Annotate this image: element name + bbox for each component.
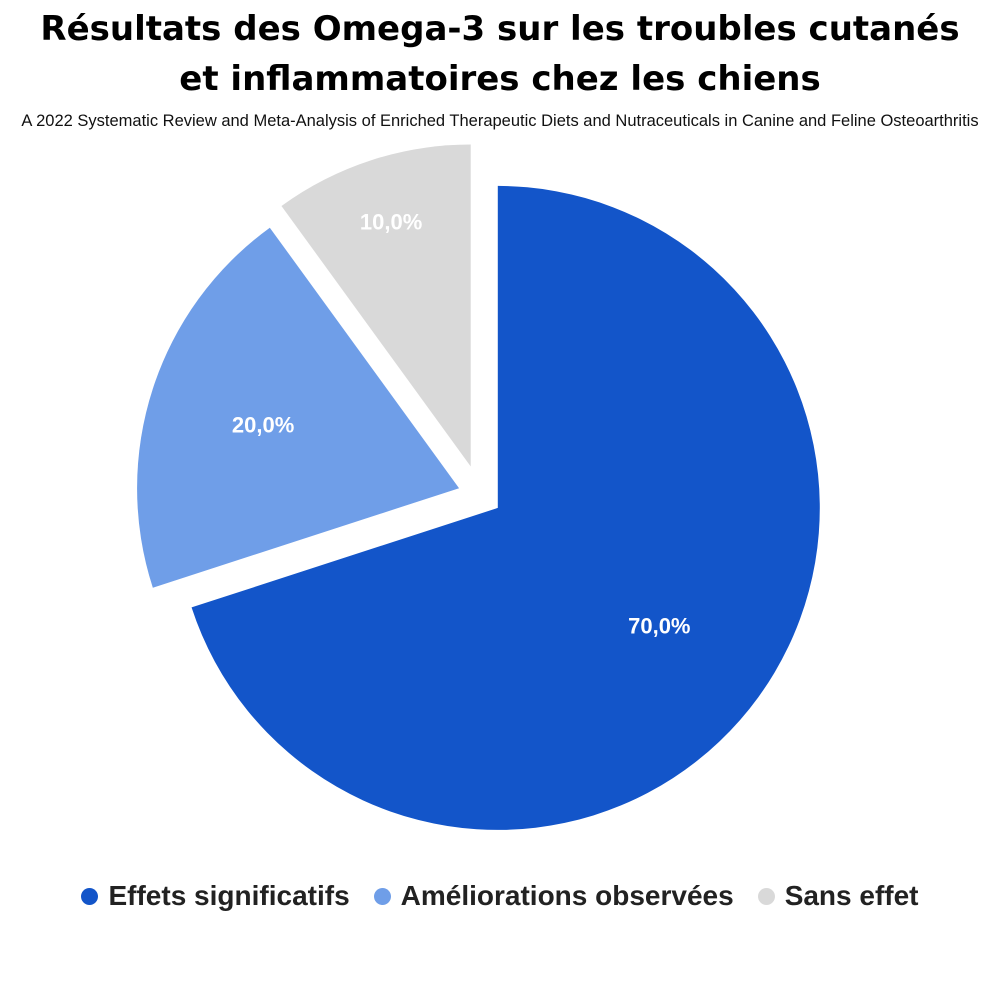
legend-swatch (757, 887, 775, 905)
legend: Effets significatifs Améliorations obser… (0, 880, 1000, 912)
legend-label: Améliorations observées (400, 880, 734, 911)
pie-slice-effets-significatifs (191, 185, 820, 830)
chart-subtitle: A 2022 Systematic Review and Meta-Analys… (21, 112, 979, 130)
legend-item-ameliorations-observees: Améliorations observées (373, 880, 734, 912)
legend-label: Sans effet (784, 880, 919, 911)
legend-swatch (373, 887, 391, 905)
data-label-effets-significatifs: 70,0% (628, 613, 690, 638)
data-label-sans-effet: 10,0% (360, 209, 422, 234)
pie-chart: 70,0% 20,0% 10,0% (137, 144, 820, 830)
pie-slice-sans-effet (281, 144, 471, 467)
pie-slice-ameliorations-observees (137, 227, 460, 588)
legend-label: Effets significatifs (108, 880, 350, 911)
legend-item-sans-effet: Sans effet (757, 880, 919, 912)
legend-swatch (81, 887, 99, 905)
chart-title: Résultats des Omega-3 sur les troubles c… (40, 9, 960, 99)
legend-item-effets-significatifs: Effets significatifs (81, 880, 350, 912)
data-label-ameliorations-observees: 20,0% (232, 413, 294, 438)
